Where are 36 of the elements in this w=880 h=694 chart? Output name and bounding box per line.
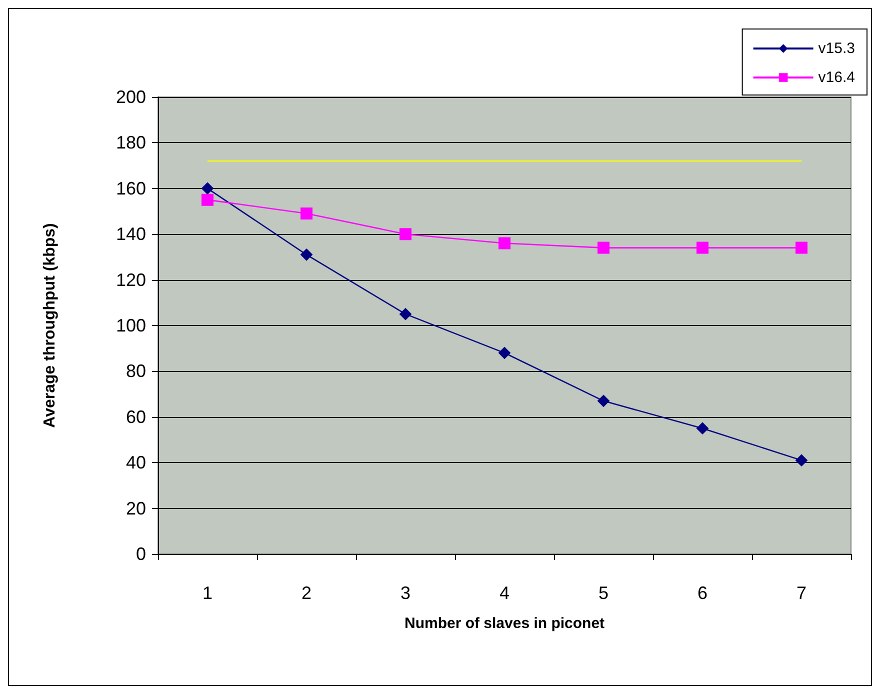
- legend-label: v15.3: [818, 40, 856, 57]
- point: [598, 394, 610, 407]
- x-tick-label: 5: [598, 583, 609, 603]
- y-tick-label: 160: [116, 178, 146, 198]
- y-tick-label: 120: [116, 270, 146, 290]
- y-tick-label: 100: [116, 316, 146, 336]
- y-tick-label: 140: [116, 224, 146, 244]
- point: [796, 242, 808, 254]
- point: [498, 346, 510, 359]
- point: [300, 248, 312, 261]
- point: [696, 242, 708, 254]
- y-tick-label: 0: [136, 544, 146, 564]
- point: [400, 228, 412, 240]
- x-tick-label: 3: [400, 583, 411, 603]
- point: [796, 454, 808, 466]
- x-axis-title: Number of slaves in piconet: [404, 615, 605, 632]
- x-tick-label: 6: [697, 583, 708, 603]
- point: [598, 242, 610, 254]
- point: [498, 237, 510, 250]
- y-axis-title: Average throughput (kbps): [42, 223, 58, 428]
- x-tick-label: 2: [301, 583, 312, 603]
- y-tick-label: 60: [126, 406, 146, 427]
- x-tick-label: 4: [499, 583, 510, 603]
- point: [400, 308, 412, 320]
- y-tick-label: 80: [126, 361, 146, 382]
- point: [202, 182, 214, 194]
- point: [202, 194, 214, 206]
- point: [300, 208, 312, 220]
- y-tick-label: 40: [126, 452, 146, 473]
- point: [696, 422, 708, 434]
- legend-label: v16.4: [818, 69, 856, 86]
- y-tick-label: 180: [116, 132, 146, 153]
- x-tick-label: 7: [796, 583, 807, 603]
- y-tick-label: 200: [116, 87, 146, 107]
- y-tick-label: 20: [126, 498, 146, 518]
- x-tick-label: 1: [202, 583, 213, 603]
